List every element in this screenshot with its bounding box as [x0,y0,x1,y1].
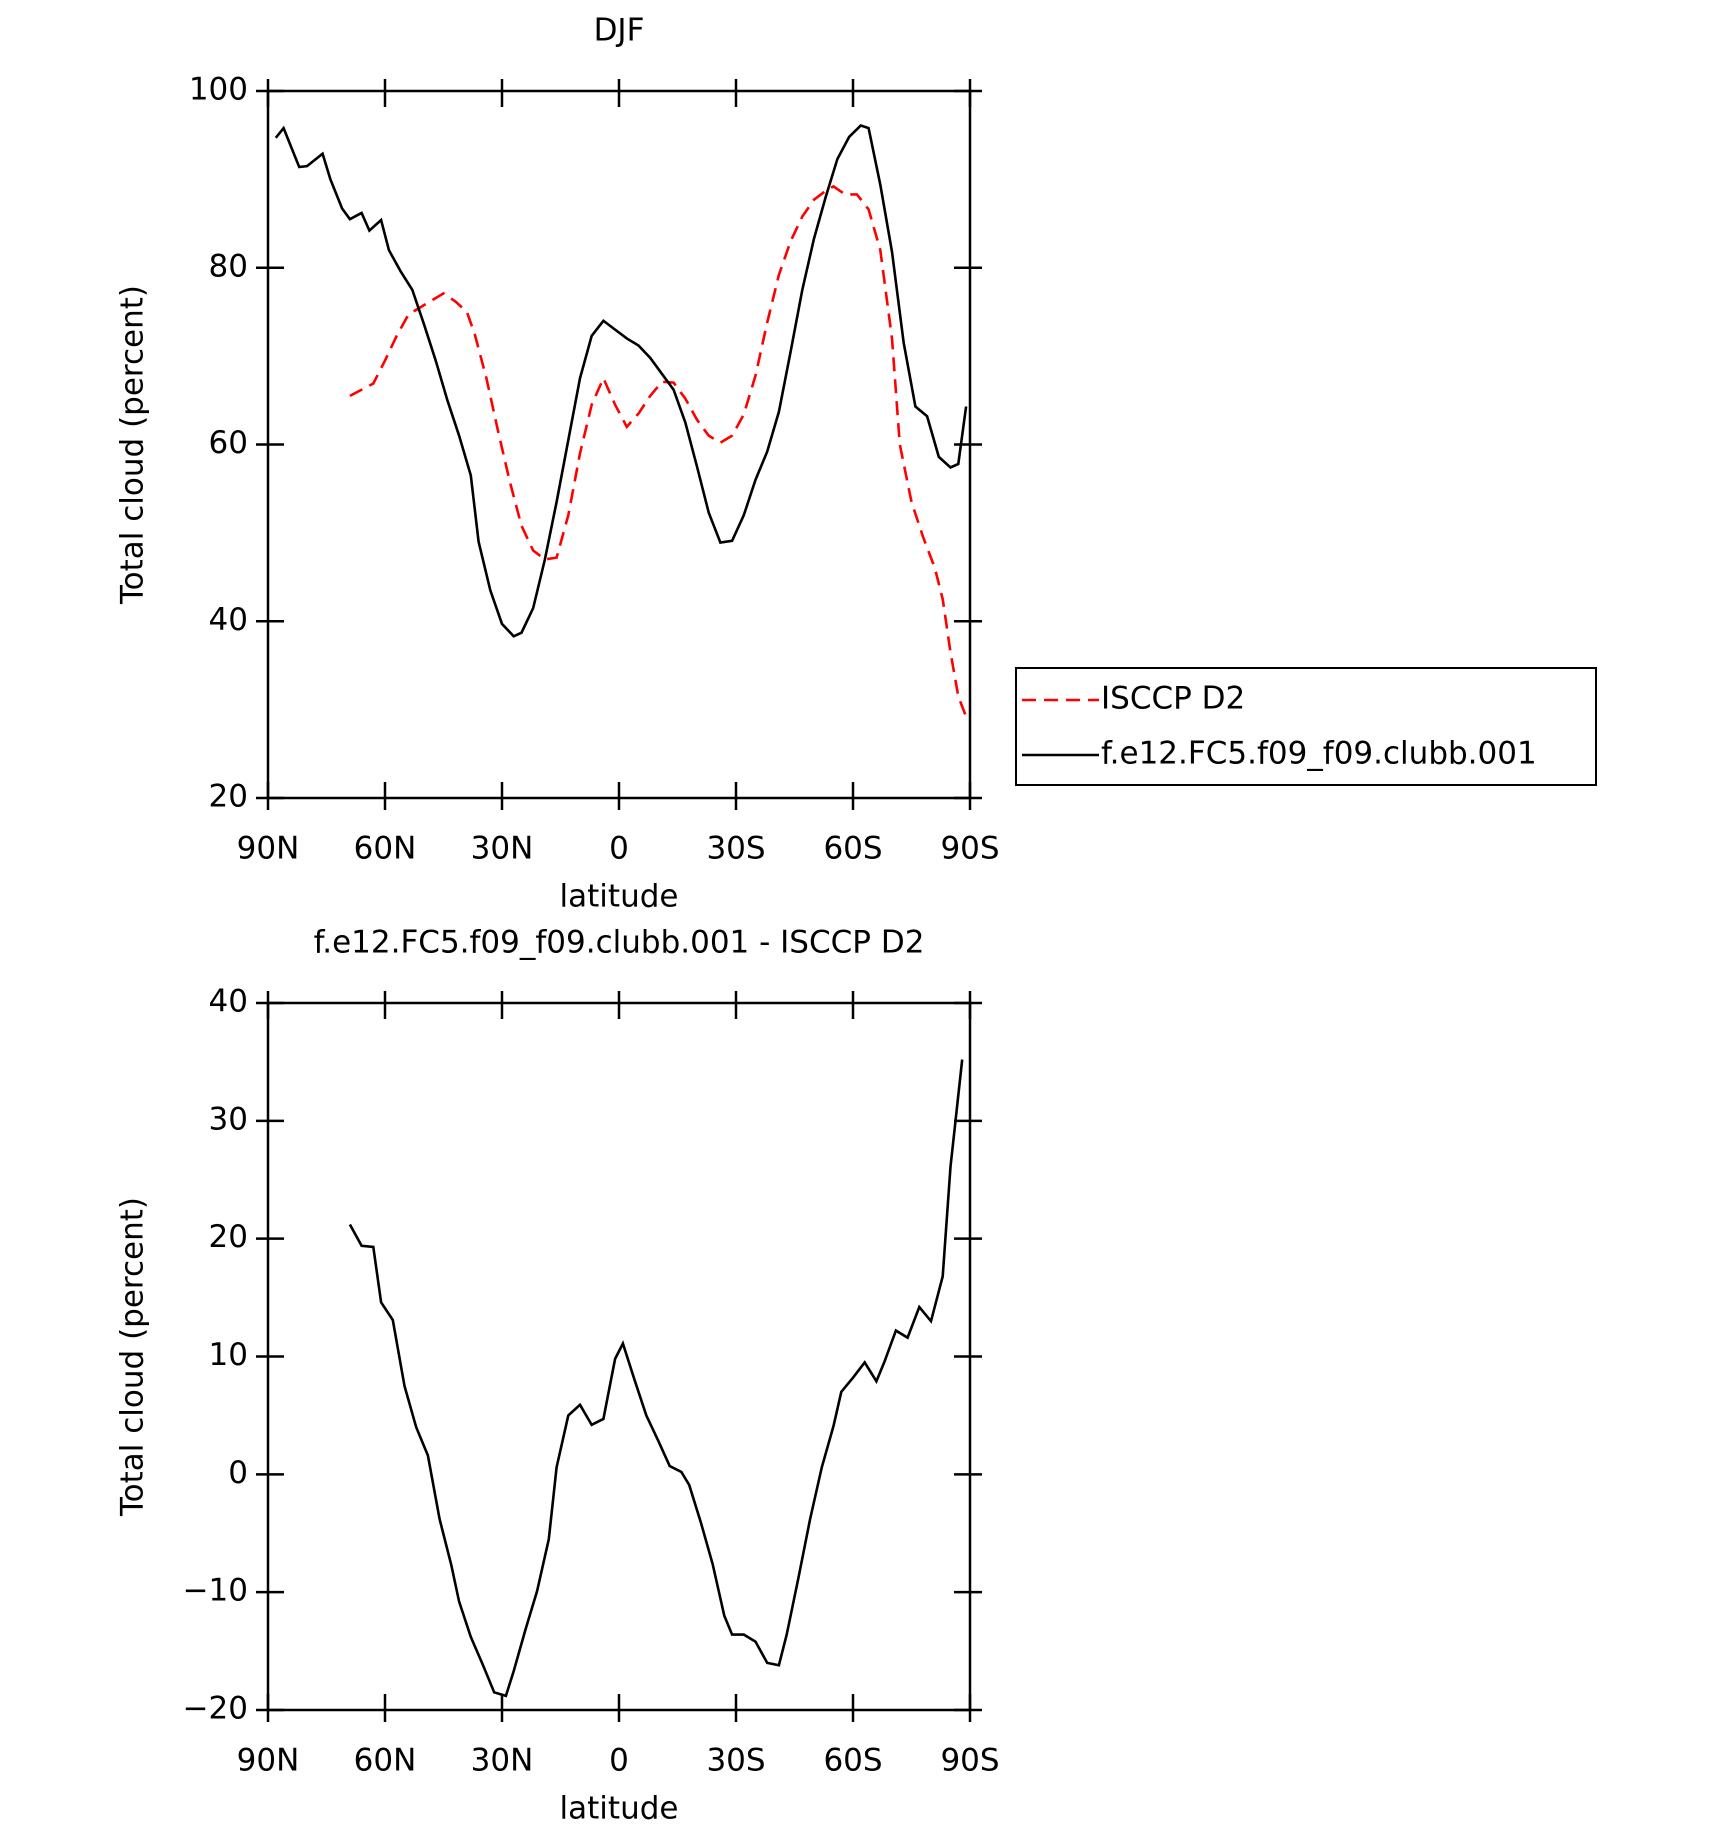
x-axis-label: latitude [560,879,679,915]
series-line [349,184,968,718]
x-tick-label: 60S [823,1743,882,1779]
x-tick-label: 60N [354,1743,417,1779]
y-tick-label: 30 [209,1101,248,1137]
y-tick-label: −20 [183,1691,248,1727]
y-tick-label: 40 [209,984,248,1020]
y-tick-label: 10 [209,1337,248,1373]
plot-frame [266,1001,972,1712]
x-tick-label: 0 [609,1743,629,1779]
y-axis-label: Total cloud (percent) [115,1197,151,1517]
legend-label: ISCCP D2 [1101,681,1245,717]
y-tick-label: 20 [209,779,248,815]
x-tick-label: 60N [354,831,417,867]
y-axis-label: Total cloud (percent) [115,285,151,605]
x-tick-label: 30S [706,831,765,867]
y-tick-label: −10 [183,1573,248,1609]
x-tick-label: 0 [609,831,629,867]
series-line [274,123,968,638]
x-tick-label: 90N [237,1743,300,1779]
y-tick-label: 60 [209,425,248,461]
x-tick-label: 30N [471,1743,534,1779]
plot-frame [266,89,972,800]
y-tick-label: 20 [209,1219,248,1255]
series-line [348,1059,964,1698]
x-tick-label: 30S [706,1743,765,1779]
y-tick-label: 100 [189,72,248,108]
y-tick-label: 80 [209,248,248,284]
x-tick-label: 30N [471,831,534,867]
chart-title: DJF [594,13,645,49]
x-axis-label: latitude [560,1791,679,1827]
chart-title: f.e12.FC5.f09_f09.clubb.001 - ISCCP D2 [314,925,925,961]
legend-box [1015,667,1597,786]
x-tick-label: 90S [940,1743,999,1779]
y-tick-label: 0 [228,1455,248,1491]
x-tick-label: 60S [823,831,882,867]
x-tick-label: 90S [940,831,999,867]
x-tick-label: 90N [237,831,300,867]
y-tick-label: 40 [209,602,248,638]
legend-label: f.e12.FC5.f09_f09.clubb.001 [1101,736,1537,772]
